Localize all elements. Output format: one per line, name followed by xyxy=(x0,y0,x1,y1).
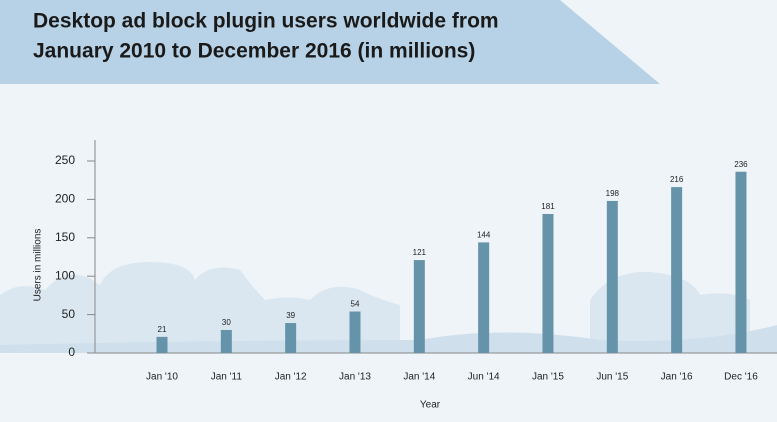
y-tick-label: 0 xyxy=(68,345,75,359)
value-label: 21 xyxy=(158,325,167,334)
bar xyxy=(671,187,683,353)
y-tick-label: 250 xyxy=(55,153,75,167)
value-label: 121 xyxy=(413,248,427,257)
chart-subtitle: January 2010 to December 2016 (in millio… xyxy=(33,40,475,63)
value-label: 181 xyxy=(541,202,555,211)
x-tick-label: Jun '14 xyxy=(468,372,500,383)
bar xyxy=(156,336,168,353)
bar xyxy=(542,213,554,353)
bar xyxy=(606,200,618,353)
value-label: 236 xyxy=(734,160,748,169)
decoration xyxy=(0,262,777,353)
x-axis-title: Year xyxy=(420,400,441,411)
bar xyxy=(735,171,747,353)
bar xyxy=(413,260,425,353)
bar xyxy=(349,311,361,353)
bar xyxy=(478,242,490,353)
bar xyxy=(220,329,232,353)
value-label: 54 xyxy=(351,300,360,309)
x-tick-label: Jan '15 xyxy=(532,372,564,383)
x-tick-label: Jan '14 xyxy=(403,372,435,383)
title-banner xyxy=(0,0,660,84)
value-label: 198 xyxy=(606,189,620,198)
value-label: 30 xyxy=(222,318,231,327)
bar xyxy=(285,323,297,353)
y-axis-title: Users in millions xyxy=(33,229,44,302)
value-label: 144 xyxy=(477,231,491,240)
y-tick-label: 150 xyxy=(55,230,75,244)
x-tick-label: Jan '12 xyxy=(275,372,307,383)
x-tick-label: Dec '16 xyxy=(724,372,758,383)
x-tick-label: Jan '13 xyxy=(339,372,371,383)
x-tick-label: Jan '11 xyxy=(211,372,243,383)
y-tick-label: 50 xyxy=(62,307,76,321)
y-tick-label: 100 xyxy=(55,268,75,282)
value-label: 216 xyxy=(670,175,684,184)
x-tick-label: Jan '16 xyxy=(661,372,693,383)
chart-title: Desktop ad block plugin users worldwide … xyxy=(33,10,499,33)
value-label: 39 xyxy=(286,311,295,320)
y-tick-label: 200 xyxy=(55,192,75,206)
x-tick-label: Jun '15 xyxy=(596,372,628,383)
x-tick-label: Jan '10 xyxy=(146,372,178,383)
